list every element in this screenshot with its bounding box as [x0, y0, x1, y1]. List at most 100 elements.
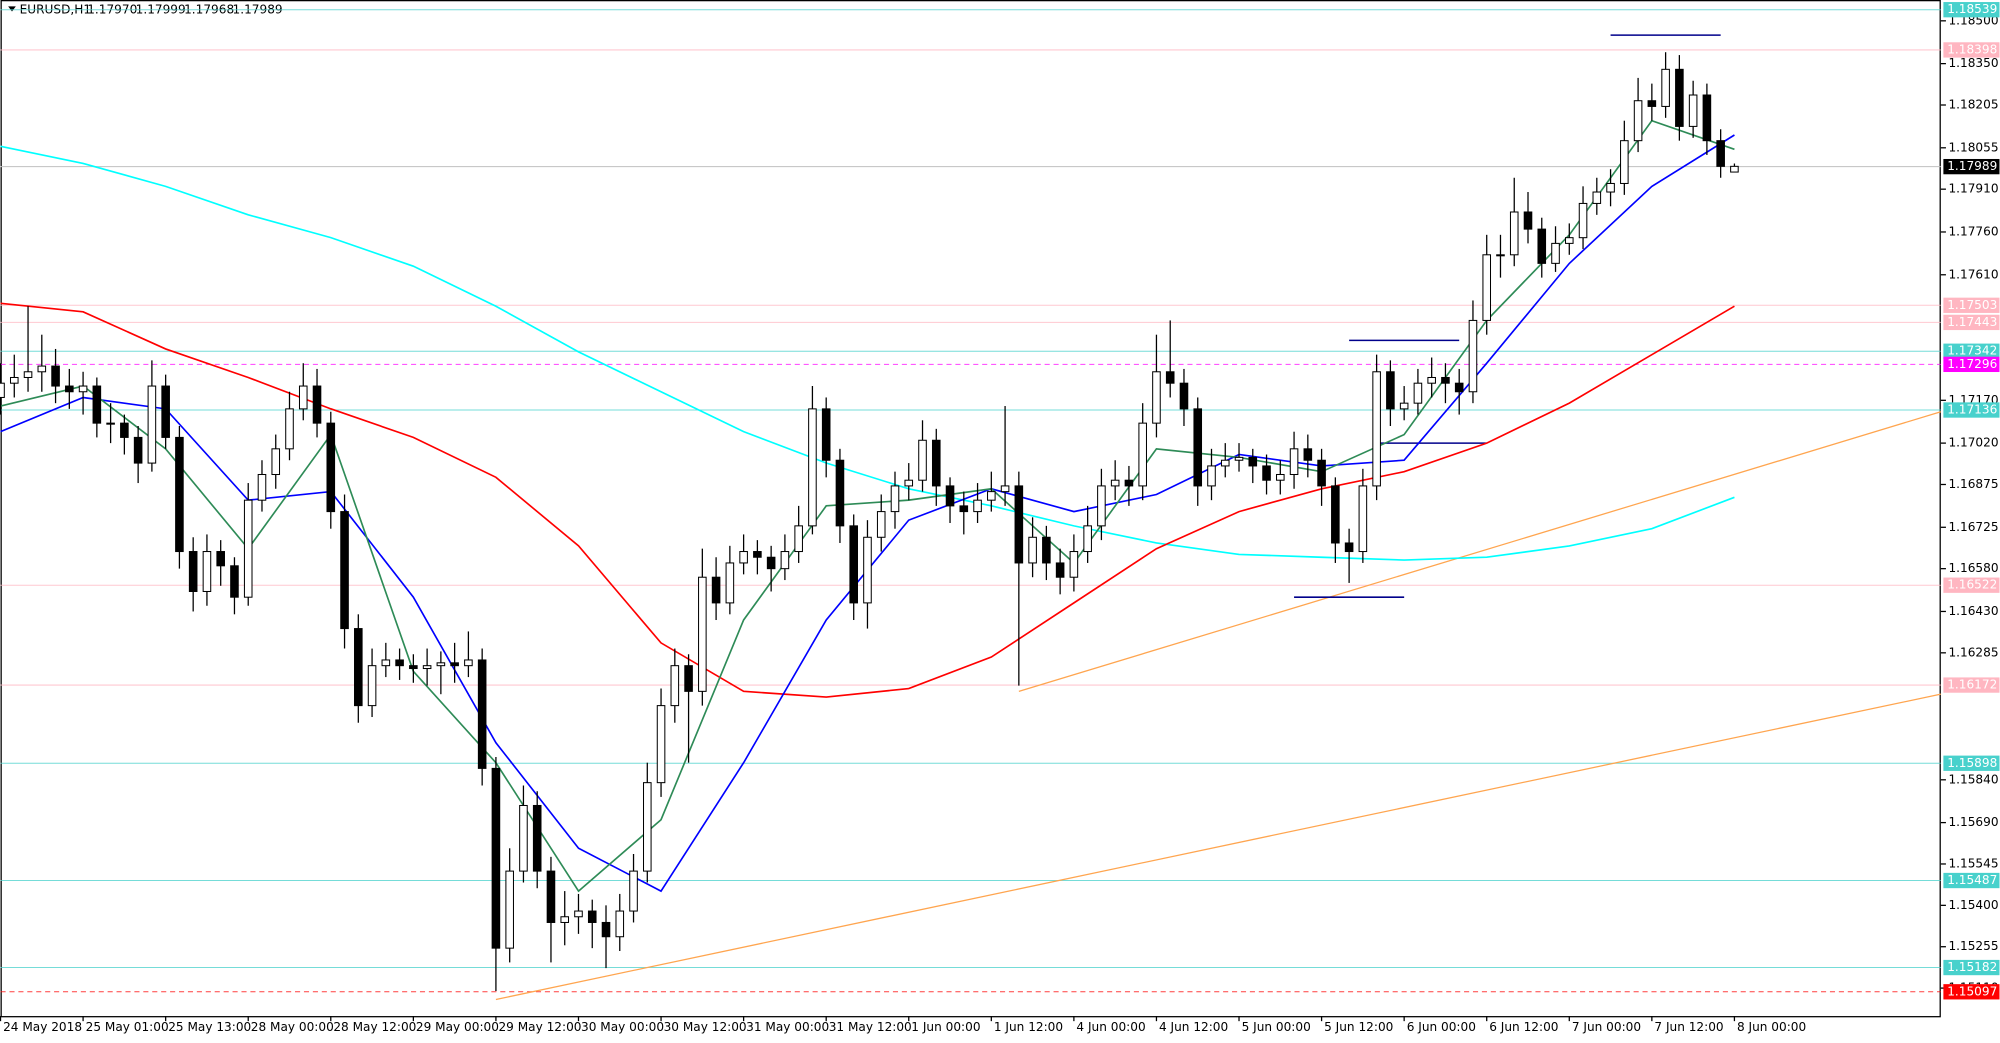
- candle-body: [326, 422, 336, 513]
- level-label: 1.15487: [1947, 873, 1997, 887]
- candle-body: [725, 562, 735, 604]
- candle-body: [37, 365, 47, 373]
- candle-body: [656, 705, 666, 784]
- candle-body: [257, 473, 267, 501]
- candle-body: [1110, 479, 1120, 487]
- candle-body: [560, 916, 570, 923]
- candle-body: [409, 665, 418, 670]
- y-tick-label: 1.15840: [1948, 772, 1998, 786]
- level-label: 1.17443: [1947, 315, 1997, 329]
- x-tick-label: 1 Jun 00:00: [911, 1020, 980, 1034]
- candle-body: [505, 870, 514, 949]
- y-tick-label: 1.16580: [1948, 561, 1998, 575]
- level-label: 1.17296: [1947, 357, 1997, 371]
- candle-body: [1578, 202, 1588, 239]
- y-tick-label: 1.17020: [1948, 436, 1998, 450]
- y-tick-label: 1.18350: [1948, 56, 1998, 70]
- candle-body: [642, 782, 652, 872]
- candle-body: [574, 910, 583, 918]
- level-label: 1.15898: [1947, 756, 1997, 770]
- candle-body: [670, 665, 680, 707]
- candle-body: [615, 910, 625, 938]
- candle-body: [1042, 536, 1051, 564]
- candle-body: [1592, 191, 1602, 204]
- y-tick-label: 1.18055: [1948, 140, 1998, 154]
- level-label-box: [1943, 755, 2000, 771]
- candle-body: [23, 371, 33, 378]
- candle-body: [546, 870, 556, 923]
- candle-body: [464, 659, 473, 667]
- candle-body: [450, 662, 459, 667]
- candle-body: [312, 385, 322, 424]
- level-label: 1.17989: [1947, 159, 1997, 173]
- candle-body: [271, 448, 281, 476]
- candle-body: [1220, 459, 1230, 467]
- candle-body: [298, 385, 308, 410]
- candle-body: [285, 408, 294, 450]
- candle-body: [931, 439, 941, 487]
- candle-body: [243, 499, 253, 598]
- candle-body: [1055, 562, 1065, 578]
- y-tick-label: 1.17610: [1948, 267, 1998, 281]
- candle-body: [1564, 237, 1574, 244]
- candle-body: [1399, 402, 1409, 410]
- candle-body: [491, 767, 501, 949]
- candle-body: [202, 551, 212, 592]
- candle-body: [1441, 376, 1450, 384]
- x-tick-label: 25 May 13:00: [168, 1020, 251, 1034]
- candle-body: [1551, 242, 1560, 264]
- candle-body: [106, 422, 115, 425]
- candle-body: [1028, 536, 1037, 564]
- candle-body: [739, 551, 748, 564]
- candle-body: [1606, 182, 1615, 193]
- x-tick-label: 6 Jun 12:00: [1489, 1020, 1558, 1034]
- candle-body: [629, 870, 638, 912]
- candle-body: [175, 436, 184, 553]
- candle-body: [876, 511, 886, 538]
- candle-body: [753, 551, 762, 558]
- candle-body: [65, 385, 74, 393]
- level-label-box: [1943, 42, 2000, 58]
- menu-arrow[interactable]: [8, 6, 16, 12]
- candle-body: [1234, 456, 1244, 461]
- y-tick-label: 1.18205: [1948, 98, 1998, 112]
- candle-body: [532, 804, 542, 872]
- candle-body: [1124, 479, 1134, 487]
- candle-body: [684, 665, 693, 692]
- candle-body: [367, 665, 377, 707]
- candle-body: [849, 525, 859, 604]
- x-tick-label: 5 Jun 00:00: [1242, 1020, 1311, 1034]
- candle-body: [918, 439, 927, 481]
- level-label-box: [1943, 314, 2000, 331]
- x-tick-label: 29 May 12:00: [498, 1020, 581, 1034]
- level-label-box: [1943, 984, 2000, 1000]
- candle-body: [1317, 459, 1326, 487]
- candle-body: [381, 659, 391, 667]
- candle-body: [1165, 371, 1175, 384]
- candle-body: [1496, 254, 1505, 257]
- candle-body: [147, 385, 157, 464]
- x-tick-label: 28 May 12:00: [333, 1020, 416, 1034]
- candle-body: [1138, 422, 1147, 487]
- candle-body: [1097, 485, 1106, 527]
- x-tick-label: 24 May 2018: [3, 1020, 82, 1034]
- candle-body: [354, 628, 363, 707]
- candle-body: [1454, 382, 1464, 393]
- x-tick-label: 4 Jun 12:00: [1159, 1020, 1228, 1034]
- x-tick-label: 1 Jun 12:00: [994, 1020, 1063, 1034]
- candle-body: [1633, 100, 1643, 142]
- level-label: 1.18539: [1947, 2, 1997, 16]
- candle-body: [1083, 525, 1092, 553]
- candle-body: [987, 491, 996, 501]
- level-label: 1.16172: [1947, 678, 1997, 692]
- candle-body: [133, 436, 143, 464]
- x-tick-label: 4 Jun 00:00: [1076, 1020, 1145, 1034]
- x-tick-label: 30 May 00:00: [581, 1020, 664, 1034]
- candle-body: [519, 804, 528, 872]
- candle-body: [766, 556, 776, 570]
- candle-body: [1248, 456, 1258, 467]
- candle-body: [1152, 371, 1161, 424]
- y-tick-label: 1.15255: [1948, 939, 1998, 953]
- level-label-box: [1943, 356, 2000, 373]
- candle-body: [9, 376, 19, 384]
